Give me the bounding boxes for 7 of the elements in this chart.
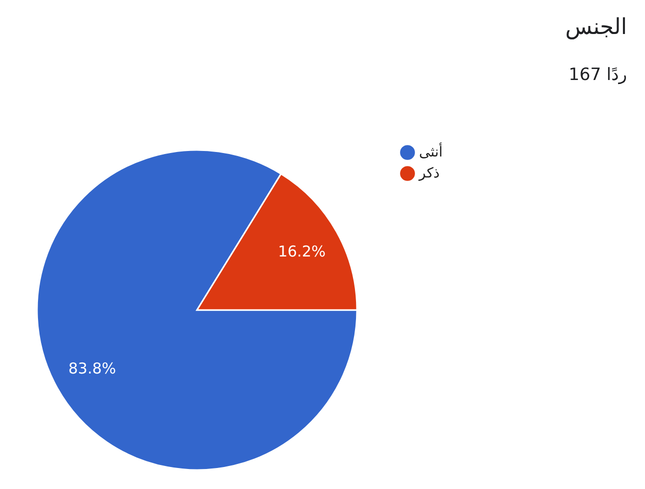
- legend-label: أنثى: [419, 142, 443, 160]
- data-label: 16.2%: [278, 242, 326, 261]
- pie-slice: [36, 149, 358, 471]
- text: الجنس: [565, 15, 627, 40]
- legend-label: ذكر: [418, 166, 440, 182]
- data-label: 83.8%: [68, 359, 116, 378]
- text: 167 ردًا: [568, 65, 627, 85]
